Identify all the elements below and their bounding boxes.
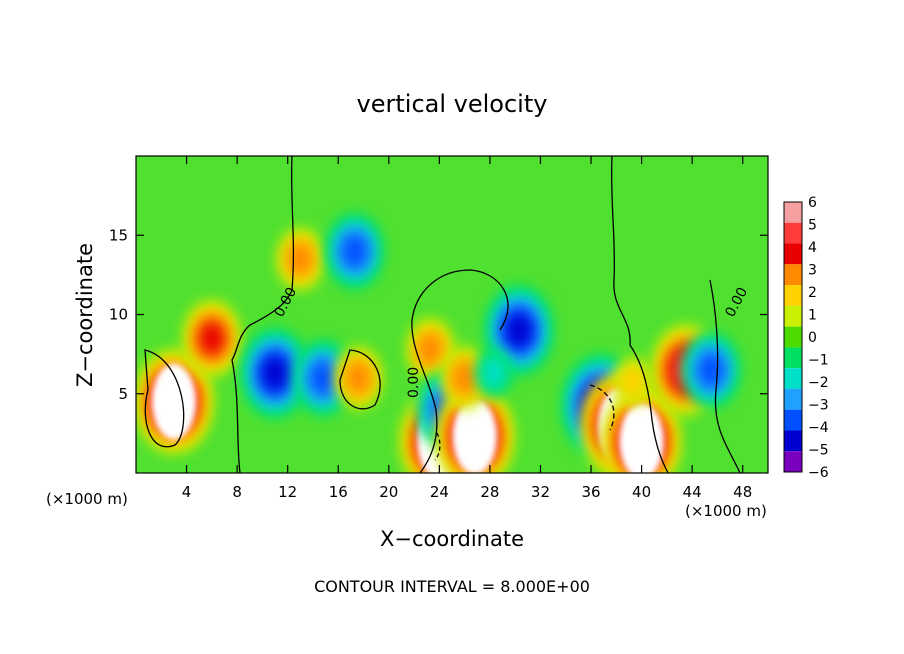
velocity-blob — [287, 242, 314, 277]
x-tick-label: 20 — [379, 483, 398, 501]
chart-title: vertical velocity — [357, 90, 548, 118]
colorbar-swatch — [784, 430, 802, 452]
colorbar-swatch — [784, 326, 802, 348]
colorbar-label: 5 — [808, 218, 817, 234]
colorbar-label: −1 — [808, 353, 829, 369]
colorbar-label: −6 — [808, 465, 829, 481]
velocity-blob — [506, 313, 532, 348]
velocity-blob — [341, 234, 368, 269]
velocity-blob — [698, 352, 724, 387]
velocity-blob — [417, 332, 444, 367]
x-axis-label: X−coordinate — [380, 527, 524, 551]
x-tick-label: 12 — [278, 483, 297, 501]
colorbar-label: 2 — [808, 285, 817, 301]
velocity-blob — [310, 360, 336, 395]
velocity-blob — [199, 321, 225, 356]
y-axis-label: Z−coordinate — [73, 243, 97, 387]
y-tick-label: 5 — [118, 385, 128, 403]
colorbar-swatch — [784, 285, 802, 306]
colorbar-label: −2 — [808, 375, 829, 391]
colorbar-swatch — [784, 409, 802, 431]
colorbar-label: −3 — [808, 398, 829, 414]
colorbar-label: 4 — [808, 240, 817, 256]
plot-area — [136, 156, 768, 473]
velocity-blob — [620, 364, 646, 399]
x-tick-label: 44 — [683, 483, 702, 501]
velocity-blob — [451, 360, 478, 395]
colorbar-label: −5 — [808, 443, 829, 459]
colorbar-swatch — [784, 264, 802, 286]
x-tick-label: 48 — [733, 483, 752, 501]
velocity-core — [151, 363, 196, 440]
y-tick-label: 15 — [109, 226, 128, 244]
x-tick-label: 28 — [480, 483, 499, 501]
contour-lines — [144, 156, 741, 473]
velocity-blob — [480, 356, 507, 391]
colorbar-label: 0 — [808, 330, 817, 346]
x-axis-ticks: 4 8 12 16 20 24 28 32 36 40 44 48 — [182, 156, 752, 501]
colorbar-swatch — [784, 305, 802, 327]
y-axis-ticks: 5 10 15 — [109, 226, 768, 403]
colorbar-label: 1 — [808, 308, 817, 324]
colorbar-swatch — [784, 243, 802, 265]
y-tick-label: 10 — [109, 306, 128, 324]
colorbar: 6 5 4 3 2 1 0 −1 −2 −3 −4 −5 −6 — [783, 195, 829, 481]
velocity-blobs — [136, 213, 740, 473]
x-tick-label: 36 — [581, 483, 600, 501]
contour-label: 0.00 — [406, 367, 422, 398]
colorbar-label: −4 — [808, 420, 829, 436]
contour-interval-footer: CONTOUR INTERVAL = 8.000E+00 — [314, 577, 590, 596]
velocity-blob — [262, 356, 288, 391]
x-tick-label: 32 — [531, 483, 550, 501]
colorbar-frame — [783, 201, 803, 473]
colorbar-label: 6 — [808, 195, 817, 211]
x-unit-left: (×1000 m) — [46, 490, 128, 508]
colorbar-swatch — [784, 202, 802, 223]
x-tick-label: 24 — [430, 483, 449, 501]
colorbar-swatch — [784, 347, 802, 369]
x-tick-label: 4 — [182, 483, 192, 501]
velocity-core — [452, 398, 497, 473]
colorbar-swatch — [784, 222, 802, 244]
colorbar-swatch — [784, 388, 802, 410]
colorbar-swatch — [784, 368, 802, 389]
x-tick-label: 16 — [329, 483, 348, 501]
velocity-blob — [345, 360, 372, 395]
x-tick-label: 40 — [632, 483, 651, 501]
colorbar-swatch — [784, 451, 802, 472]
x-tick-label: 8 — [232, 483, 242, 501]
colorbar-label: 3 — [808, 263, 817, 279]
x-unit-right: (×1000 m) — [685, 502, 767, 520]
